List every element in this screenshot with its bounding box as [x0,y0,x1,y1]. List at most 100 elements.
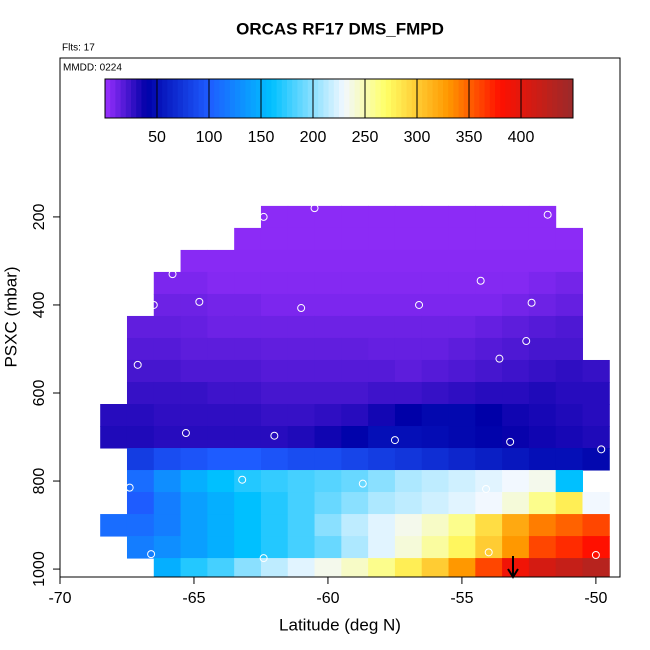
colorbar-step [105,79,111,118]
colorbar-step [391,79,397,118]
heat-cell [234,404,262,427]
heat-cell [287,315,316,339]
heat-cell [368,381,396,405]
heat-cell [475,337,503,361]
heat-cell [394,470,423,493]
heat-cell [502,205,530,229]
heat-cell [287,558,316,577]
heat-cell [394,249,423,273]
colorbar-step [245,79,251,118]
heat-cell [314,315,342,339]
colorbar-step [479,79,485,118]
sample-point [149,300,158,309]
y-tick-label: 800 [31,468,48,495]
heat-cell [314,337,342,361]
x-tick-label: -70 [48,590,71,607]
heat-cell [528,227,557,251]
heat-cell [475,470,503,493]
heat-cell [394,205,423,229]
heat-cell [153,470,182,493]
colorbar-step [323,79,329,118]
heat-cell [582,514,610,537]
colorbar-step [552,79,558,118]
heat-cell [421,514,450,537]
sample-point [310,204,319,213]
heat-cell [368,558,396,577]
heat-cell [126,470,155,493]
heat-cell [314,536,342,559]
heat-cell [314,558,342,577]
heat-cell [555,558,583,577]
colorbar-step [229,79,236,118]
colorbar-step [495,79,501,118]
heat-cell [475,381,503,405]
heat-cell [314,448,342,471]
heat-cell [341,315,369,339]
heat-cell [100,426,128,449]
colorbar-step [370,79,376,118]
heat-cell [341,271,369,295]
heat-cell [180,470,208,493]
heat-cell [126,426,155,449]
heat-cell [502,381,530,405]
heat-cell [153,359,182,383]
y-tick-label: 1000 [31,551,48,587]
heat-cell [314,426,342,449]
heat-cell [502,271,530,295]
heat-cell [341,514,369,537]
colorbar-step [151,79,158,118]
heat-cell [153,536,182,559]
heat-cell [180,315,208,339]
plot-frame [59,57,621,578]
heat-cell [287,536,316,559]
heat-cell [448,315,476,339]
colorbar-step [136,79,142,118]
heat-cell [475,205,503,229]
heat-cell [207,359,235,383]
heat-cell [475,536,503,559]
colorbar-step [422,79,428,118]
heat-cell [528,558,557,577]
colorbar-step [505,79,511,118]
sample-point [101,548,110,557]
heat-cell [394,426,423,449]
sample-point [506,437,515,446]
heat-cell [234,381,262,405]
sample-point [114,450,123,459]
heat-cell [341,536,369,559]
heat-cell [368,536,396,559]
heat-cell [207,404,235,427]
heat-cell [502,470,530,493]
colorbar-step [313,79,319,118]
sample-point [133,360,142,369]
heat-cell [260,404,289,427]
heatmap [100,205,610,577]
heat-cell [421,315,450,339]
heat-cell [126,381,155,405]
sample-point [484,548,493,557]
heat-cell [234,492,262,515]
heat-cell [502,426,530,449]
heat-cell [260,293,289,317]
heat-cell [341,426,369,449]
colorbar-tick-label: 400 [508,129,535,146]
heat-cell [528,536,557,559]
heat-cell [207,492,235,515]
heat-cell [180,381,208,405]
heat-cell [582,448,610,471]
colorbar-step [541,79,548,118]
sample-point [527,298,536,307]
y-tick-label: 200 [31,203,48,230]
heat-cell [528,315,557,339]
colorbar-step [437,79,444,118]
heat-cell [448,381,476,405]
heat-cell [287,426,316,449]
colorbar-step [271,79,277,118]
heat-cell [421,227,450,251]
colorbar-step [297,79,303,118]
heat-cell [475,271,503,295]
heat-cell [126,404,155,427]
heat-cell [207,271,235,295]
heat-cell [234,227,262,251]
heat-cell [555,227,583,251]
